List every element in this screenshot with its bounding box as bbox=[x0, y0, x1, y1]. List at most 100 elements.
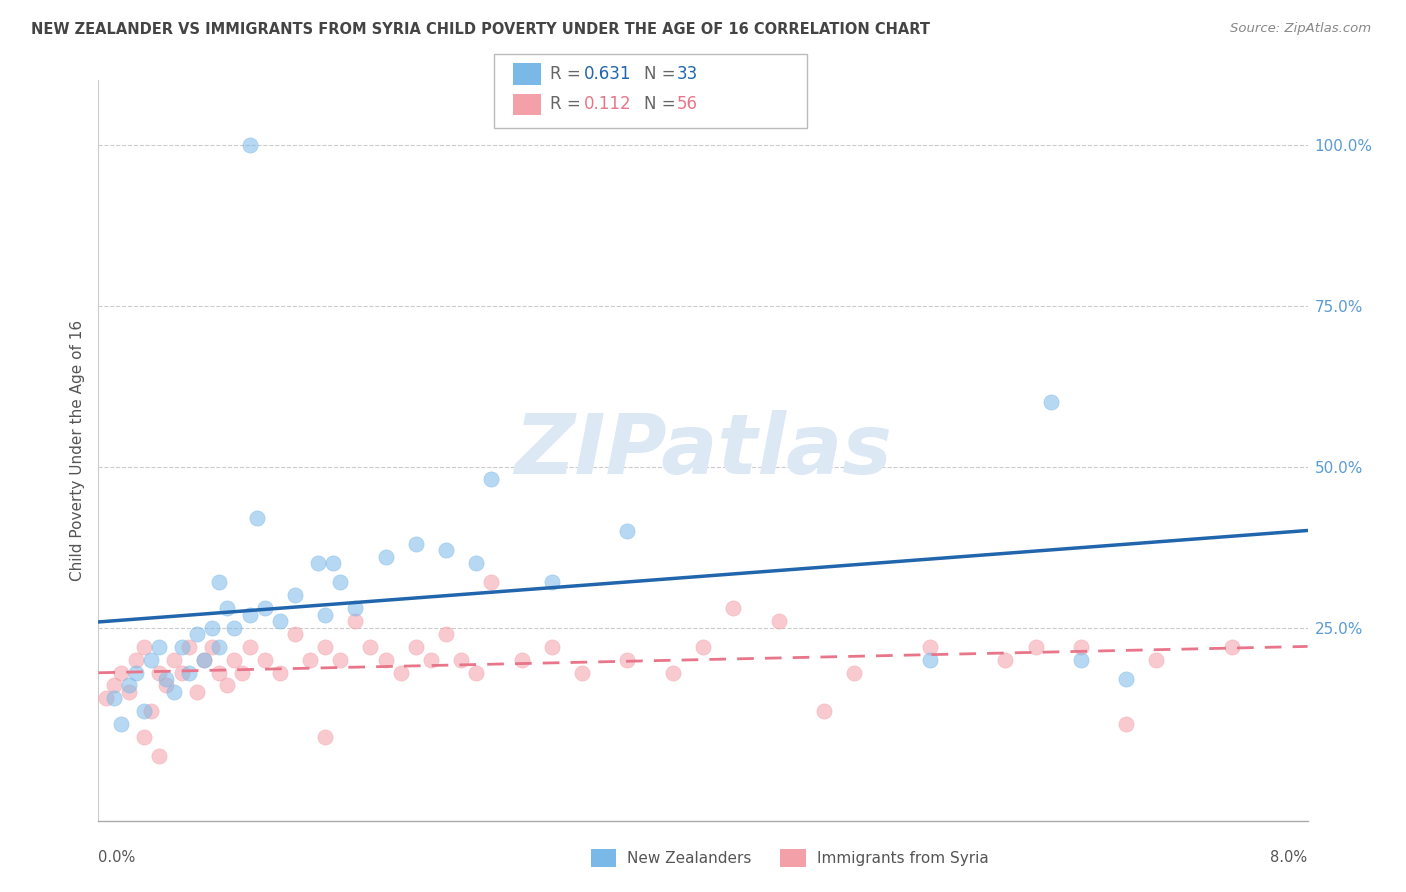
Text: Immigrants from Syria: Immigrants from Syria bbox=[817, 851, 988, 865]
Point bbox=[155, 678, 177, 692]
Point bbox=[344, 601, 367, 615]
Point bbox=[215, 678, 238, 692]
Point bbox=[616, 653, 638, 667]
Point bbox=[616, 524, 638, 538]
Point bbox=[1070, 653, 1092, 667]
Point bbox=[148, 640, 170, 654]
Point bbox=[208, 575, 231, 590]
Point bbox=[360, 640, 382, 654]
Point bbox=[103, 691, 125, 706]
Point bbox=[322, 556, 344, 570]
Point bbox=[723, 601, 745, 615]
Point bbox=[299, 653, 322, 667]
Point bbox=[284, 588, 307, 602]
Point bbox=[307, 556, 329, 570]
Point bbox=[224, 620, 246, 634]
Point bbox=[201, 620, 224, 634]
Point bbox=[170, 640, 193, 654]
Point bbox=[1115, 717, 1137, 731]
Point bbox=[132, 704, 155, 718]
Point bbox=[201, 640, 224, 654]
Point bbox=[110, 717, 132, 731]
Point bbox=[314, 607, 336, 622]
Point bbox=[314, 640, 336, 654]
Point bbox=[374, 549, 396, 564]
Point bbox=[994, 653, 1017, 667]
Point bbox=[163, 653, 186, 667]
Point bbox=[239, 607, 262, 622]
Point bbox=[193, 653, 215, 667]
Point bbox=[224, 653, 246, 667]
Point bbox=[110, 665, 132, 680]
Point bbox=[141, 704, 163, 718]
Point bbox=[1070, 640, 1092, 654]
Point bbox=[768, 614, 790, 628]
Text: 0.112: 0.112 bbox=[583, 95, 631, 113]
Point bbox=[125, 665, 148, 680]
Text: R =: R = bbox=[550, 65, 586, 83]
Point bbox=[844, 665, 866, 680]
Point bbox=[148, 749, 170, 764]
Text: Source: ZipAtlas.com: Source: ZipAtlas.com bbox=[1230, 22, 1371, 36]
Point bbox=[481, 575, 503, 590]
Point bbox=[510, 653, 533, 667]
Point bbox=[186, 627, 208, 641]
Point bbox=[231, 665, 253, 680]
Text: New Zealanders: New Zealanders bbox=[627, 851, 751, 865]
Point bbox=[118, 678, 141, 692]
Point bbox=[155, 672, 177, 686]
Text: ZIPatlas: ZIPatlas bbox=[515, 410, 891, 491]
Point bbox=[239, 640, 262, 654]
Point bbox=[314, 730, 336, 744]
Point bbox=[269, 614, 291, 628]
Text: 33: 33 bbox=[676, 65, 697, 83]
Point bbox=[141, 653, 163, 667]
Text: NEW ZEALANDER VS IMMIGRANTS FROM SYRIA CHILD POVERTY UNDER THE AGE OF 16 CORRELA: NEW ZEALANDER VS IMMIGRANTS FROM SYRIA C… bbox=[31, 22, 929, 37]
Point bbox=[148, 665, 170, 680]
Point bbox=[1146, 653, 1168, 667]
Point bbox=[465, 556, 488, 570]
Point bbox=[434, 543, 457, 558]
Point bbox=[253, 653, 276, 667]
Point bbox=[1024, 640, 1046, 654]
Point bbox=[1039, 395, 1062, 409]
Point bbox=[253, 601, 276, 615]
Point bbox=[179, 665, 201, 680]
Point bbox=[329, 653, 352, 667]
Point bbox=[103, 678, 125, 692]
Point bbox=[94, 691, 117, 706]
Point bbox=[374, 653, 396, 667]
Point bbox=[481, 472, 503, 486]
Point bbox=[692, 640, 714, 654]
Text: 0.0%: 0.0% bbox=[98, 849, 135, 864]
Text: N =: N = bbox=[644, 95, 681, 113]
Point bbox=[661, 665, 683, 680]
Point bbox=[269, 665, 291, 680]
Point bbox=[329, 575, 352, 590]
Point bbox=[813, 704, 835, 718]
Point bbox=[208, 640, 231, 654]
Y-axis label: Child Poverty Under the Age of 16: Child Poverty Under the Age of 16 bbox=[69, 320, 84, 581]
Point bbox=[132, 640, 155, 654]
Text: 8.0%: 8.0% bbox=[1271, 849, 1308, 864]
Point bbox=[344, 614, 367, 628]
Point bbox=[540, 575, 562, 590]
Point bbox=[208, 665, 231, 680]
Point bbox=[1220, 640, 1243, 654]
Point bbox=[118, 685, 141, 699]
Point bbox=[465, 665, 488, 680]
Text: N =: N = bbox=[644, 65, 681, 83]
Point bbox=[389, 665, 412, 680]
Point bbox=[918, 653, 941, 667]
Point bbox=[193, 653, 215, 667]
Point bbox=[450, 653, 472, 667]
Point bbox=[246, 511, 269, 525]
Text: R =: R = bbox=[550, 95, 586, 113]
Point bbox=[1115, 672, 1137, 686]
Point bbox=[571, 665, 593, 680]
Point bbox=[215, 601, 238, 615]
Point bbox=[405, 537, 427, 551]
Point bbox=[186, 685, 208, 699]
Point bbox=[170, 665, 193, 680]
Point bbox=[918, 640, 941, 654]
